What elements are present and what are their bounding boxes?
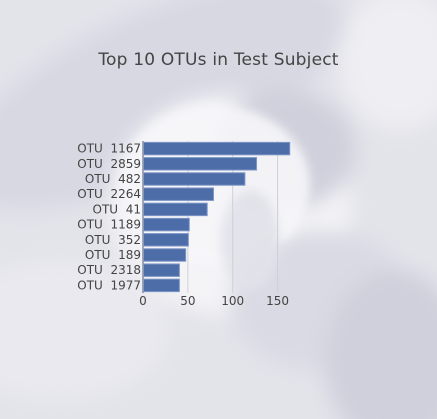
y-tick-label: OTU 352 [85, 233, 141, 247]
x-tick-label: 100 [221, 294, 244, 308]
x-tick-label: 150 [266, 294, 289, 308]
bar [143, 248, 187, 262]
y-tick-label: OTU 2264 [77, 187, 141, 201]
y-tick-label: OTU 1189 [77, 218, 141, 232]
y-tick-label: OTU 482 [85, 172, 141, 186]
y-tick-label: OTU 41 [93, 202, 141, 216]
x-axis-ticks: 0 50 100 150 [139, 294, 289, 308]
bar [143, 263, 180, 277]
bar [143, 157, 258, 171]
y-tick-label: OTU 189 [85, 248, 141, 262]
bar [143, 278, 180, 293]
bar [143, 202, 208, 217]
bars [143, 141, 291, 293]
y-tick-label: OTU 1977 [77, 278, 141, 292]
bar [143, 172, 246, 186]
x-tick-label: 50 [180, 294, 195, 308]
y-tick-label: OTU 2859 [77, 157, 141, 171]
chart-title: Top 10 OTUs in Test Subject [98, 50, 339, 70]
bar [143, 217, 190, 232]
bar [143, 141, 291, 156]
x-tick-label: 0 [139, 294, 147, 308]
bar [143, 233, 189, 247]
bar [143, 187, 214, 201]
y-tick-label: OTU 2318 [77, 263, 141, 277]
y-tick-label: OTU 1167 [77, 142, 141, 156]
